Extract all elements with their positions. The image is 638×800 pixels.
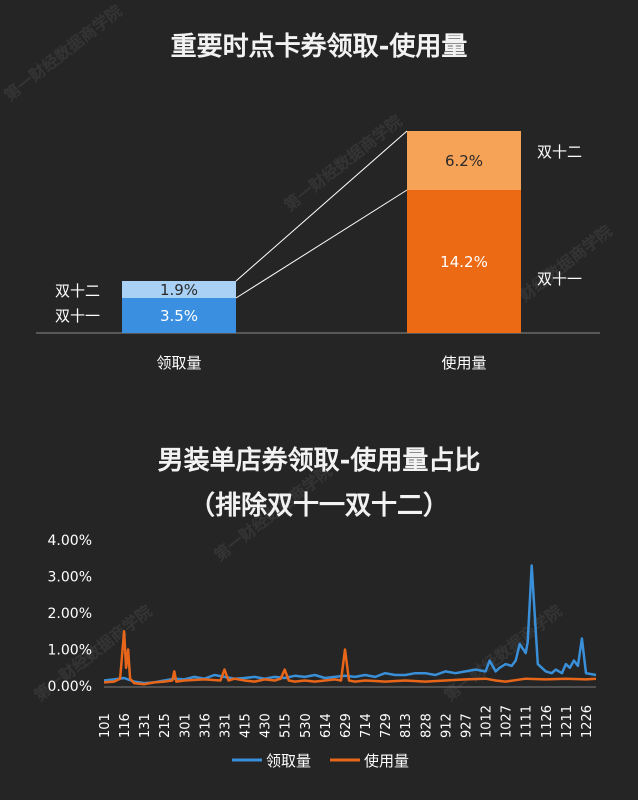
x-tick-label: 729 xyxy=(379,713,394,738)
x-tick-label: 1226 xyxy=(580,705,595,738)
series-label-double11-right: 双十一 xyxy=(537,270,583,288)
chart1-title: 重要时点卡券领取-使用量 xyxy=(170,32,468,62)
x-tick-label: 316 xyxy=(198,713,213,738)
chart2-title: 男装单店券领取-使用量占比 xyxy=(157,446,481,476)
category-label-receive: 领取量 xyxy=(156,354,202,372)
x-tick-label: 530 xyxy=(299,713,314,738)
bar-receive-double12: 1.9% xyxy=(122,280,236,299)
legend-label-receive: 领取量 xyxy=(266,752,312,770)
x-tick-label: 430 xyxy=(259,713,274,738)
series-label-double12-left: 双十二 xyxy=(55,282,101,300)
legend-label-use: 使用量 xyxy=(364,752,410,770)
bar-receive-double11: 3.5% xyxy=(122,298,236,333)
bar-label: 14.2% xyxy=(440,252,488,271)
y-tick-label: 2.00% xyxy=(48,606,92,622)
bar-use-double11: 14.2% xyxy=(407,190,521,333)
x-tick-label: 629 xyxy=(339,713,354,738)
chart2-subtitle: （排除双十一双十二） xyxy=(188,491,449,521)
series-label-double11-left: 双十一 xyxy=(55,307,101,325)
series-label-double12-right: 双十二 xyxy=(537,143,583,161)
connector-line-bottom xyxy=(235,189,408,299)
x-tick-label: 614 xyxy=(319,713,334,738)
x-tick-label: 515 xyxy=(279,713,294,738)
y-tick-label: 0.00% xyxy=(48,679,92,695)
x-tick-label: 215 xyxy=(158,713,173,738)
series-line-使用量 xyxy=(103,630,597,686)
x-tick-label: 101 xyxy=(98,713,113,738)
bar-use-double12: 6.2% xyxy=(407,131,521,190)
x-tick-label: 301 xyxy=(178,713,193,738)
x-tick-label: 813 xyxy=(399,713,414,738)
bar-label: 1.9% xyxy=(159,280,199,299)
x-tick-label: 116 xyxy=(118,713,133,738)
y-tick-label: 3.00% xyxy=(48,570,92,586)
x-tick-label: 1027 xyxy=(500,705,515,738)
category-label-use: 使用量 xyxy=(441,354,487,372)
x-tick-label: 912 xyxy=(439,713,454,738)
x-tick-label: 1012 xyxy=(480,705,495,738)
x-tick-label: 415 xyxy=(239,713,254,738)
y-tick-label: 1.00% xyxy=(48,643,92,659)
x-tick-label: 131 xyxy=(138,713,153,738)
x-tick-label: 1211 xyxy=(560,705,575,738)
x-tick-label: 1111 xyxy=(520,705,535,738)
y-tick-label: 4.00% xyxy=(48,533,92,549)
x-tick-label: 1126 xyxy=(540,705,555,738)
bar-label: 3.5% xyxy=(159,306,199,325)
x-tick-label: 927 xyxy=(459,713,474,738)
x-tick-label: 828 xyxy=(419,713,434,738)
x-tick-label: 331 xyxy=(218,713,233,738)
bar-label: 6.2% xyxy=(444,151,484,170)
connector-line-top xyxy=(235,130,408,282)
x-tick-label: 714 xyxy=(359,713,374,738)
